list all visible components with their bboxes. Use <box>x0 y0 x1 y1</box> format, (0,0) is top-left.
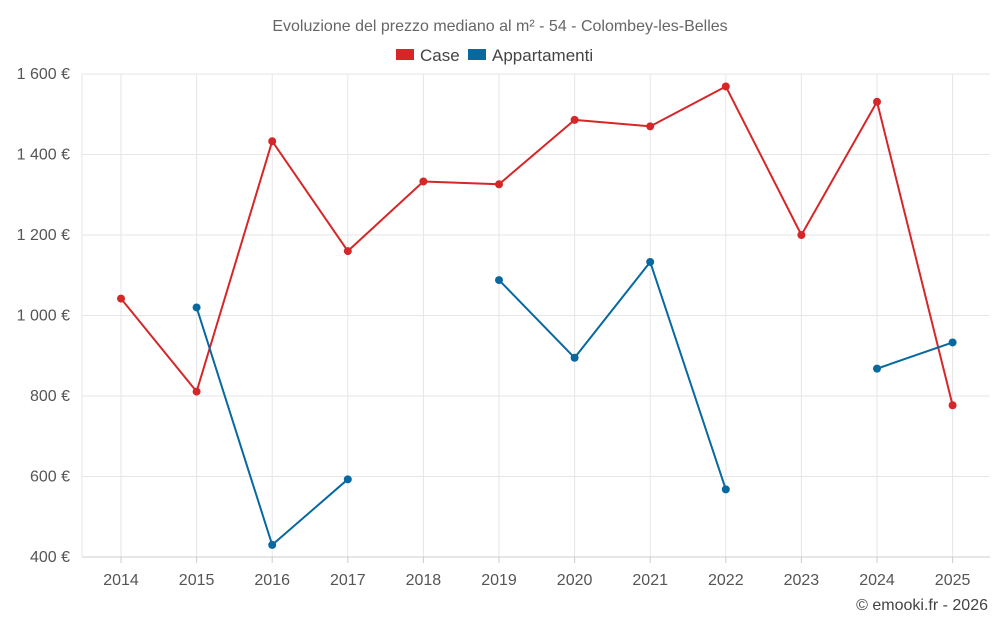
data-point-appartamenti[interactable] <box>343 475 352 484</box>
legend-swatch-case <box>396 49 414 60</box>
grid-lines <box>82 73 990 557</box>
x-tick-label: 2015 <box>179 572 215 589</box>
data-point-case[interactable] <box>343 247 352 256</box>
data-point-case[interactable] <box>192 387 201 396</box>
data-point-case[interactable] <box>797 231 806 239</box>
y-tick-label: 600 € <box>30 469 70 486</box>
data-point-appartamenti[interactable] <box>948 338 957 347</box>
x-tick-label: 2017 <box>330 572 366 589</box>
y-tick-label: 1 200 € <box>17 227 70 244</box>
data-point-case[interactable] <box>570 115 579 124</box>
series-appartamenti <box>192 257 957 549</box>
data-point-case[interactable] <box>721 82 730 91</box>
x-tick-label: 2019 <box>481 572 517 589</box>
data-point-appartamenti[interactable] <box>570 353 579 362</box>
data-point-appartamenti[interactable] <box>721 485 730 494</box>
data-point-appartamenti[interactable] <box>873 364 881 373</box>
y-tick-label: 1 400 € <box>17 147 70 164</box>
series-layer <box>117 82 957 549</box>
legend-label-appartamenti: Appartamenti <box>492 46 593 65</box>
x-tick-label: 2022 <box>708 572 744 589</box>
x-tick-label: 2023 <box>784 572 820 589</box>
data-point-appartamenti[interactable] <box>646 257 655 266</box>
data-point-case[interactable] <box>117 294 125 303</box>
x-tick-label: 2014 <box>103 572 139 589</box>
credit-text: © emooki.fr - 2026 <box>856 597 988 614</box>
data-point-case[interactable] <box>948 401 957 410</box>
legend-item-case[interactable]: Case <box>396 46 460 65</box>
axes: 400 € 600 € 800 € 1 000 € 1 200 € 1 400 € 1 60… <box>17 66 990 589</box>
data-point-case[interactable] <box>873 97 881 106</box>
x-tick-label: 2020 <box>557 572 593 589</box>
x-tick-label: 2018 <box>406 572 442 589</box>
data-point-case[interactable] <box>495 180 503 189</box>
chart-title: Evoluzione del prezzo mediano al m² - 54… <box>272 18 727 35</box>
data-point-case[interactable] <box>419 177 428 186</box>
x-tick-label: 2025 <box>935 572 971 589</box>
y-tick-label: 400 € <box>30 549 70 566</box>
data-point-appartamenti[interactable] <box>192 303 201 312</box>
series-line-case <box>120 85 954 406</box>
series-line-appartamenti <box>498 260 727 490</box>
data-point-case[interactable] <box>646 122 655 131</box>
x-tick-label: 2021 <box>632 572 668 589</box>
data-point-appartamenti[interactable] <box>495 276 503 285</box>
data-point-case[interactable] <box>268 137 277 146</box>
x-tick-label: 2024 <box>859 572 895 589</box>
series-line-appartamenti <box>876 341 953 370</box>
legend-label-case: Case <box>420 46 460 65</box>
data-point-appartamenti[interactable] <box>268 540 277 549</box>
x-tick-label: 2016 <box>254 572 290 589</box>
series-case <box>117 82 957 410</box>
y-tick-label: 1 000 € <box>17 308 70 325</box>
y-tick-label: 1 600 € <box>17 66 70 83</box>
y-tick-label: 800 € <box>30 388 70 405</box>
legend-item-appartamenti[interactable]: Appartamenti <box>468 46 593 65</box>
legend-swatch-appartamenti <box>468 49 486 60</box>
legend: Case Appartamenti <box>396 46 593 65</box>
